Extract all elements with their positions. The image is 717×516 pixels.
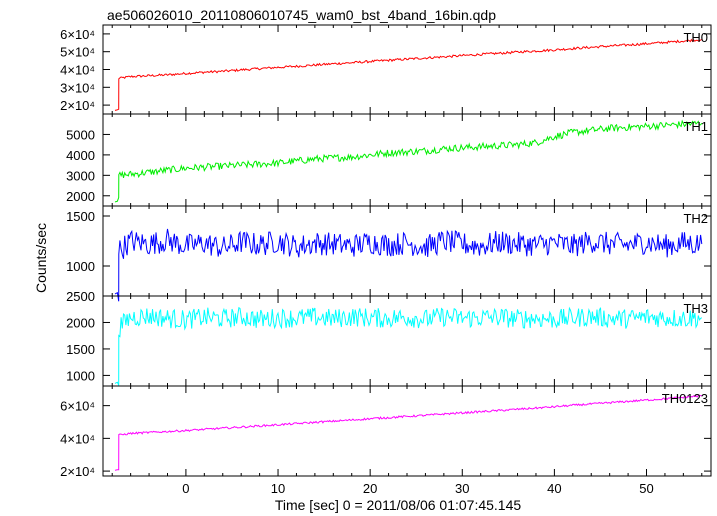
x-tick-label: 50 — [639, 481, 653, 496]
panel-th0: 2×10⁴ 3×10⁴ 4×10⁴ 5×10⁴ 6×10⁴ TH0 — [60, 24, 712, 115]
y-tick-label: 3000 — [66, 168, 95, 183]
panel-th3: 1000 1500 2000 2500 TH3 — [66, 289, 712, 387]
series-label: TH3 — [683, 301, 708, 316]
chart-title: ae506026010_20110806010745_wam0_bst_4ban… — [107, 7, 496, 23]
y-tick-label: 2×10⁴ — [60, 464, 95, 479]
y-tick-label: 6×10⁴ — [60, 399, 95, 414]
panel-th0123: 2×10⁴ 4×10⁴ 6×10⁴ TH0123 — [60, 385, 712, 479]
series-line-th1 — [114, 119, 703, 203]
y-tick-label: 1500 — [66, 342, 95, 357]
y-tick-label: 1000 — [66, 368, 95, 383]
chart-panels: 2×10⁴ 3×10⁴ 4×10⁴ 5×10⁴ 6×10⁴ TH0 2000 3000 4000… — [60, 24, 712, 496]
x-tick-label: 40 — [547, 481, 561, 496]
x-tick-label: 30 — [455, 481, 469, 496]
y-tick-label: 4×10⁴ — [60, 431, 95, 446]
y-tick-label: 5×10⁴ — [60, 45, 95, 60]
series-line-th3 — [114, 306, 703, 386]
y-tick-label: 2000 — [66, 189, 95, 204]
y-tick-label: 2000 — [66, 315, 95, 330]
panel-frame — [102, 205, 712, 297]
panel-th2: 1000 1500 TH2 — [66, 205, 712, 302]
y-tick-label: 5000 — [66, 127, 95, 142]
y-tick-label: 1000 — [66, 259, 95, 274]
y-tick-label: 3×10⁴ — [60, 80, 95, 95]
panel-frame — [102, 385, 712, 477]
panel-th1: 2000 3000 4000 5000 TH1 — [66, 113, 712, 207]
panel-frame — [102, 24, 712, 115]
y-tick-label: 2500 — [66, 289, 95, 304]
x-axis-label: Time [sec] 0 = 2011/08/06 01:07:45.145 — [275, 497, 522, 513]
x-tick-label: 10 — [271, 481, 285, 496]
y-tick-label: 2×10⁴ — [60, 98, 95, 113]
series-label: TH2 — [683, 211, 708, 226]
x-tick-label: 20 — [363, 481, 377, 496]
y-tick-label: 4×10⁴ — [60, 63, 95, 78]
series-label: TH1 — [683, 119, 708, 134]
series-label: TH0123 — [662, 391, 708, 406]
y-tick-label: 4000 — [66, 148, 95, 163]
series-line-th0123 — [114, 394, 702, 471]
series-label: TH0 — [683, 30, 708, 45]
series-line-th2 — [114, 228, 703, 302]
series-line-th0 — [114, 38, 702, 111]
x-tick-label: 0 — [182, 481, 189, 496]
y-axis-label: Counts/sec — [33, 223, 49, 293]
panel-frame — [102, 113, 712, 207]
y-tick-label: 6×10⁴ — [60, 27, 95, 42]
y-tick-label: 1500 — [66, 209, 95, 224]
